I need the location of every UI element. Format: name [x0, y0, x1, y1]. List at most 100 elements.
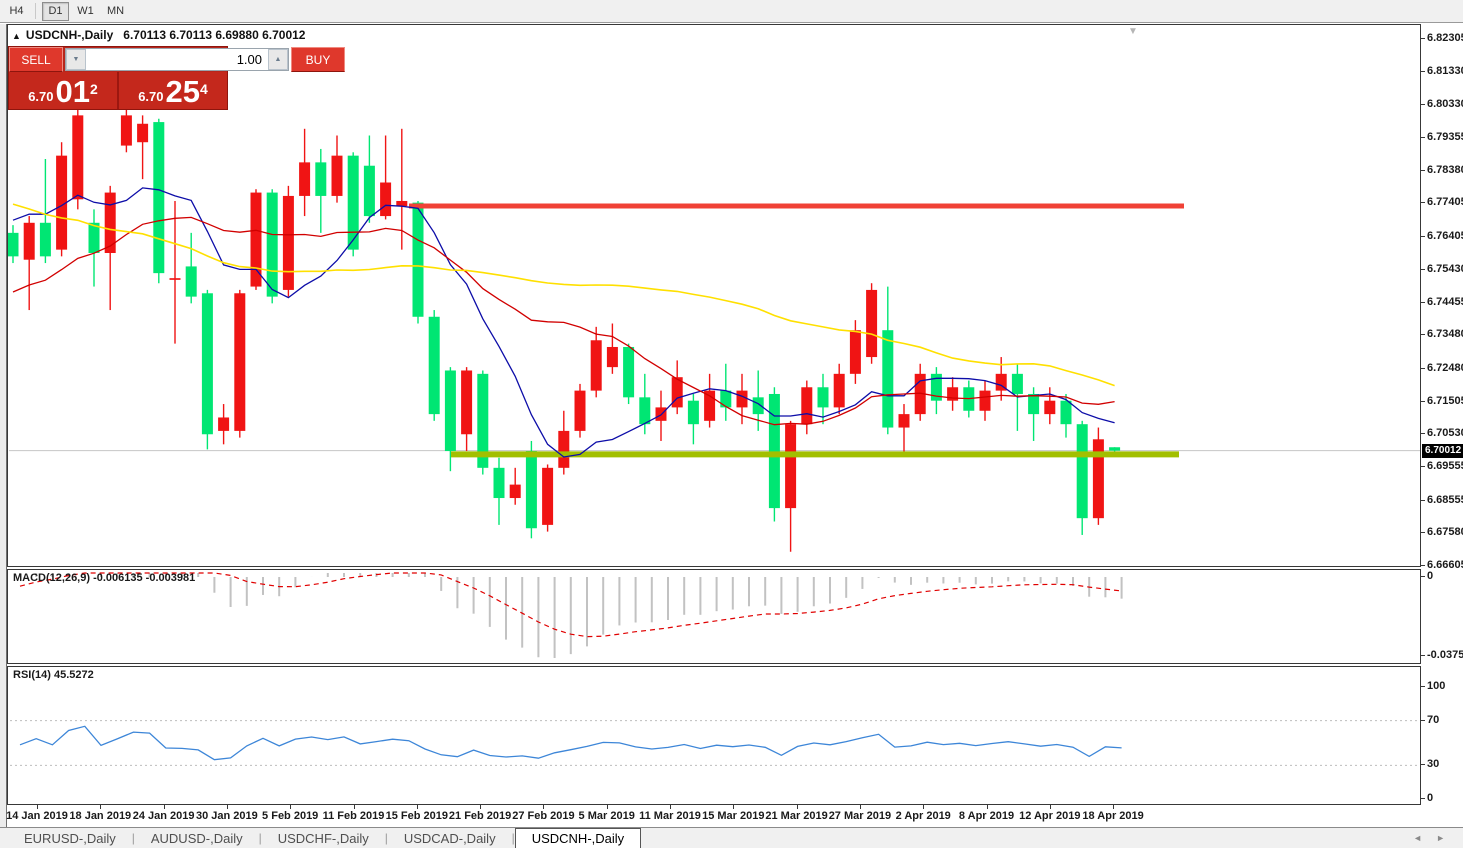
collapse-chart-icon[interactable]: ▲ — [12, 31, 21, 41]
volume-increase-icon[interactable]: ▲ — [268, 49, 288, 70]
date-axis-tick — [1113, 805, 1115, 809]
sell-price-point: 2 — [90, 81, 98, 97]
date-axis[interactable]: 14 Jan 2019 18 Jan 2019 24 Jan 2019 30 Jan … — [6, 805, 1421, 827]
price-axis[interactable]: 6.82305 6.81330 6.80330 6.79355 6.78380 6.774… — [1421, 24, 1463, 805]
candles-layer — [8, 105, 1121, 552]
tab-scroll-arrows: ◄ ► — [1413, 828, 1463, 848]
tabs-scroll-right-icon[interactable]: ► — [1436, 833, 1445, 843]
sell-price-base: 6.70 — [28, 89, 54, 104]
date-axis-tick — [100, 805, 102, 809]
date-axis-label: 21 Feb 2019 — [448, 810, 512, 822]
macd-axis-tick — [1421, 655, 1425, 656]
rsi-axis-label: 30 — [1427, 758, 1440, 771]
buy-price-base: 6.70 — [138, 89, 164, 104]
price-chart-svg[interactable] — [8, 25, 1420, 566]
date-axis-label: 12 Apr 2019 — [1019, 810, 1081, 822]
tf-button-h4[interactable]: H4 — [3, 1, 30, 21]
volume-control: ▼ ▲ — [65, 48, 289, 71]
tabs-scroll-left-icon[interactable]: ◄ — [1413, 833, 1423, 843]
chart-tab-usdchf[interactable]: USDCHF-,Daily — [277, 830, 369, 846]
date-axis-tick — [796, 805, 798, 809]
price-axis-label: 6.73480 — [1427, 328, 1463, 341]
macd-label: MACD(12,26,9) -0.006135 -0.003981 — [13, 572, 196, 584]
rsi-axis-label: 70 — [1427, 713, 1440, 726]
chart-tab-eurusd[interactable]: EURUSD-,Daily — [24, 830, 116, 846]
price-axis-tick — [1421, 565, 1425, 566]
date-axis-tick — [37, 805, 38, 809]
price-axis-tick — [1421, 70, 1425, 72]
rsi-axis-tick — [1421, 764, 1425, 766]
sell-button[interactable]: SELL — [9, 47, 63, 72]
date-axis-tick — [290, 805, 292, 809]
chart-symbol-label: USDCNH-,Daily — [25, 28, 114, 42]
current-price-tag: 6.70012 — [1422, 443, 1463, 458]
price-axis-label: 6.69555 — [1427, 459, 1463, 472]
price-axis-tick — [1421, 400, 1425, 402]
date-axis-tick — [353, 805, 355, 809]
sell-quote-button[interactable]: 6.70 01 2 — [9, 72, 119, 109]
macd-signal-line — [19, 572, 1122, 638]
date-axis-label: 15 Feb 2019 — [385, 810, 448, 822]
price-axis-label: 6.70530 — [1427, 427, 1463, 440]
price-axis-tick — [1421, 367, 1425, 369]
date-axis-tick — [859, 805, 861, 809]
macd-svg[interactable] — [8, 570, 1420, 663]
slow-ma-line — [12, 203, 1115, 387]
date-axis-label: 11 Mar 2019 — [639, 810, 701, 822]
date-axis-label: 18 Apr 2019 — [1082, 810, 1144, 822]
price-axis-tick — [1421, 38, 1425, 39]
price-axis-tick — [1421, 499, 1425, 501]
macd-pane[interactable]: MACD(12,26,9) -0.006135 -0.003981 — [7, 569, 1421, 664]
buy-button[interactable]: BUY — [291, 47, 345, 72]
macd-axis-label: 0 — [1427, 570, 1434, 582]
date-axis-tick — [986, 805, 988, 809]
date-axis-tick — [606, 805, 608, 809]
volume-decrease-icon[interactable]: ▼ — [66, 49, 86, 70]
price-axis-tick — [1421, 137, 1425, 139]
date-axis-label: 21 Mar 2019 — [765, 810, 828, 822]
date-axis-label: 11 Feb 2019 — [322, 810, 385, 822]
chart-tab-usdcnh[interactable]: USDCNH-,Daily — [514, 828, 642, 848]
tf-button-mn[interactable]: MN — [102, 1, 130, 21]
tf-button-d1[interactable]: D1 — [42, 1, 69, 21]
tf-button-w1[interactable]: W1 — [72, 1, 99, 21]
window-left-frame — [0, 24, 7, 827]
date-axis-tick — [670, 805, 671, 809]
price-axis-tick — [1421, 532, 1425, 534]
date-axis-label: 2 Apr 2019 — [895, 810, 951, 822]
rsi-axis-tick — [1421, 686, 1425, 687]
date-axis-tick — [416, 805, 418, 809]
price-axis-tick — [1421, 301, 1425, 303]
price-axis-tick — [1421, 334, 1425, 336]
chart-tab-audusd[interactable]: AUDUSD-,Daily — [150, 830, 243, 846]
rsi-axis-label: 100 — [1427, 680, 1446, 692]
rsi-pane[interactable]: RSI(14) 45.5272 — [7, 666, 1421, 805]
price-axis-label: 6.80330 — [1427, 98, 1463, 111]
price-axis-tick — [1421, 169, 1425, 171]
chart-tab-usdcad[interactable]: USDCAD-,Daily — [403, 830, 496, 846]
date-axis-tick — [923, 805, 925, 809]
tab-separator: | — [511, 831, 515, 845]
ohlc-values: 6.70113 6.70113 6.69880 6.70012 — [123, 28, 306, 42]
chart-tab-bar: EURUSD-,Daily | AUDUSD-,Daily | USDCHF-,Dail… — [0, 827, 1463, 848]
price-axis-label: 6.68555 — [1427, 493, 1463, 506]
price-axis-label: 6.71505 — [1427, 394, 1463, 407]
date-axis-label: 24 Jan 2019 — [132, 810, 195, 822]
macd-axis-label: -0.037529 — [1427, 649, 1463, 661]
rsi-svg[interactable] — [8, 667, 1420, 804]
volume-input[interactable] — [86, 49, 268, 70]
price-chart-pane[interactable] — [7, 24, 1421, 567]
sell-price-pips: 01 — [55, 74, 90, 109]
macd-axis-tick — [1421, 576, 1425, 577]
rsi-label: RSI(14) 45.5272 — [13, 669, 94, 681]
price-axis-label: 6.72480 — [1427, 361, 1463, 374]
scroll-to-end-icon[interactable]: ▼ — [1128, 26, 1138, 37]
price-axis-label: 6.76405 — [1427, 230, 1463, 243]
toolbar-separator — [35, 3, 36, 19]
tab-bar-left-pad — [0, 828, 8, 848]
buy-quote-button[interactable]: 6.70 25 4 — [119, 72, 227, 109]
buy-price-point: 4 — [200, 81, 208, 97]
date-axis-label: 15 Mar 2019 — [702, 810, 765, 822]
price-axis-tick — [1421, 236, 1425, 238]
date-axis-tick — [733, 805, 735, 809]
